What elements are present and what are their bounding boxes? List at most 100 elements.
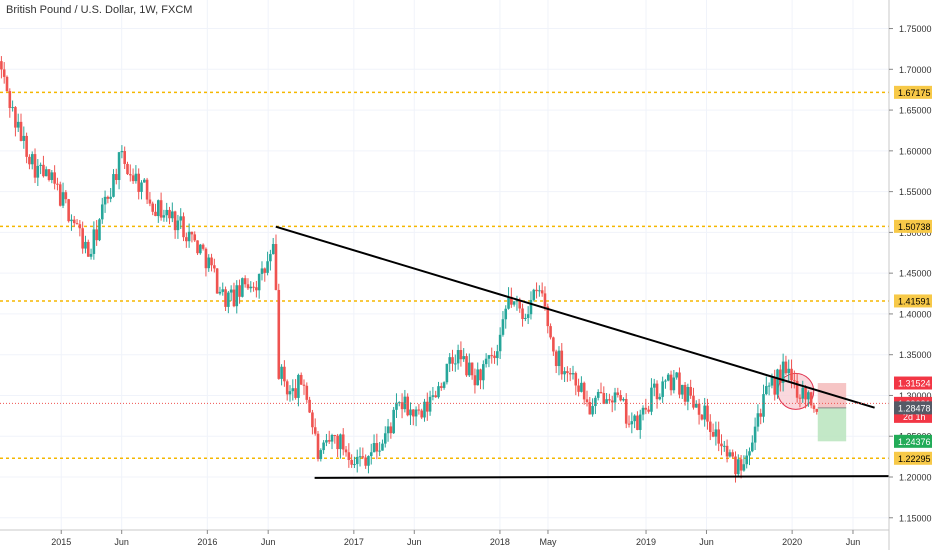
- price-tick-label: 1.15000: [899, 513, 932, 523]
- candle: [333, 434, 337, 444]
- candle: [64, 190, 68, 204]
- price-tick-label: 1.35000: [899, 350, 932, 360]
- candle-body: [725, 445, 729, 457]
- price-tick-label: 1.60000: [899, 146, 932, 156]
- candle: [350, 454, 353, 468]
- candle-body: [44, 169, 48, 177]
- candle-body: [11, 107, 14, 109]
- candle: [641, 405, 645, 421]
- candle: [16, 113, 20, 133]
- candle: [465, 353, 468, 377]
- candle-body: [714, 429, 718, 437]
- candle: [588, 396, 592, 415]
- candle-body: [787, 368, 791, 374]
- candle: [103, 190, 107, 213]
- candle-body: [299, 374, 303, 385]
- candle: [700, 414, 704, 421]
- candle: [165, 202, 169, 222]
- candle-body: [468, 362, 471, 376]
- candle: [736, 454, 740, 476]
- candle-body: [112, 174, 115, 197]
- candle: [0, 56, 3, 79]
- candle: [291, 379, 295, 401]
- candle: [535, 282, 538, 299]
- candle: [557, 346, 561, 376]
- candle: [731, 449, 734, 459]
- candle: [142, 178, 146, 183]
- candle: [748, 447, 751, 466]
- candle-body: [280, 366, 283, 379]
- candle-body: [302, 384, 306, 386]
- candle: [36, 159, 40, 186]
- candle-body: [784, 361, 788, 374]
- candle-body: [395, 402, 398, 410]
- candle-body: [793, 380, 796, 382]
- candle: [33, 148, 37, 184]
- stop-price-label-text: 1.31524: [898, 379, 931, 389]
- candle-body: [801, 387, 805, 399]
- candle-body: [644, 407, 648, 410]
- candle: [756, 404, 760, 432]
- candle-body: [588, 401, 592, 415]
- candle-body: [697, 403, 701, 415]
- candle: [131, 168, 135, 184]
- target-price-label-bg: [894, 434, 932, 448]
- candle: [496, 344, 499, 366]
- trendline-descending-resistance: [275, 225, 875, 409]
- candle-body: [706, 405, 709, 422]
- candle-body: [804, 387, 807, 400]
- candle-body: [381, 443, 384, 451]
- candle: [339, 433, 342, 459]
- candle: [577, 378, 580, 397]
- candle-body: [765, 386, 768, 395]
- candle: [594, 395, 597, 415]
- candle: [98, 218, 101, 242]
- candle-body: [361, 456, 365, 458]
- candle: [14, 106, 17, 137]
- candle: [442, 381, 446, 390]
- candle: [372, 434, 376, 453]
- candle-body: [669, 374, 673, 391]
- candle-body: [378, 450, 381, 452]
- candle: [252, 282, 255, 292]
- candle-body: [397, 402, 401, 404]
- candle-body: [605, 399, 608, 404]
- candle-body: [201, 244, 205, 249]
- candle: [501, 311, 505, 337]
- candle: [692, 387, 695, 410]
- candle: [636, 411, 639, 431]
- candle-body: [501, 319, 505, 335]
- candle: [56, 177, 59, 191]
- candle-body: [574, 373, 578, 386]
- candle-body: [165, 209, 169, 216]
- candle: [2, 62, 6, 84]
- candle-body: [140, 182, 143, 192]
- candle-body: [2, 69, 6, 77]
- candle-body: [25, 135, 28, 157]
- time-tick-label: 2019: [636, 537, 656, 547]
- candle-body: [19, 121, 23, 141]
- candle: [389, 422, 393, 439]
- candle-body: [767, 385, 771, 387]
- candle: [787, 359, 791, 382]
- candle-body: [372, 443, 376, 453]
- candle: [804, 384, 807, 409]
- level-price-label-text: 1.41591: [898, 296, 931, 306]
- candle-body: [126, 163, 129, 175]
- candle: [210, 253, 213, 272]
- candle-body: [333, 435, 337, 437]
- candle: [484, 353, 488, 368]
- candle: [151, 201, 155, 216]
- candle-body: [182, 216, 185, 238]
- candle-body: [269, 254, 272, 262]
- candle: [493, 350, 496, 364]
- price-tick-label: 1.20000: [899, 473, 932, 483]
- candle-body: [255, 287, 258, 291]
- candle-body: [103, 196, 107, 205]
- candle: [515, 295, 519, 311]
- candle-body: [431, 395, 435, 397]
- candle-body: [327, 440, 331, 442]
- candle: [462, 348, 466, 362]
